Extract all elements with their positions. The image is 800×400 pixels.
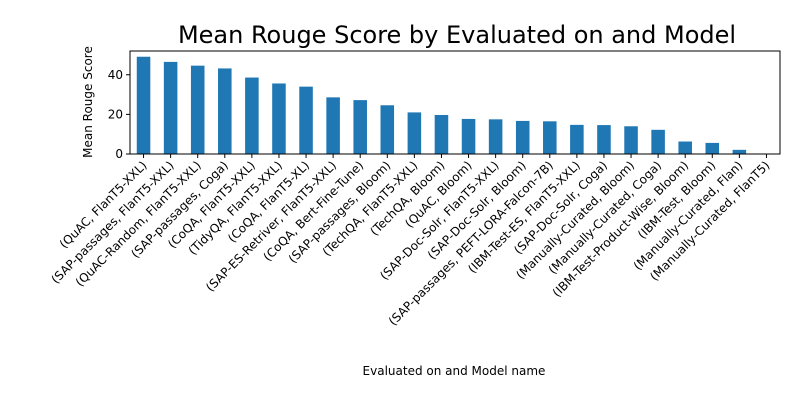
x-axis-label: Evaluated on and Model name bbox=[363, 364, 546, 378]
x-axis: (QuAC, FlanT5-XXL)(SAP-passages, FlanT5-… bbox=[48, 154, 773, 328]
plot-frame bbox=[129, 50, 781, 155]
bar bbox=[245, 77, 259, 154]
bar bbox=[299, 86, 313, 154]
bar bbox=[163, 61, 178, 154]
bar bbox=[597, 125, 611, 154]
y-tick-label: 40 bbox=[108, 68, 123, 82]
bar bbox=[434, 114, 449, 154]
bar bbox=[732, 149, 747, 154]
y-axis-label: Mean Rouge Score bbox=[81, 46, 95, 158]
bar bbox=[543, 121, 557, 154]
y-tick-label: 0 bbox=[115, 147, 123, 161]
bar bbox=[272, 83, 286, 154]
bar bbox=[218, 68, 232, 154]
bar bbox=[190, 65, 205, 154]
bar bbox=[353, 100, 367, 154]
bar bbox=[515, 120, 530, 154]
bar bbox=[461, 118, 476, 154]
bar bbox=[678, 141, 692, 154]
bar bbox=[651, 129, 665, 154]
bar bbox=[705, 142, 720, 154]
bar bbox=[570, 124, 584, 154]
bar bbox=[326, 97, 340, 154]
bar bbox=[136, 56, 151, 154]
bars bbox=[136, 56, 774, 154]
y-axis: 0 20 40 bbox=[108, 68, 130, 161]
bar bbox=[624, 126, 638, 154]
chart-title: Mean Rouge Score by Evaluated on and Mod… bbox=[178, 21, 736, 49]
bar bbox=[380, 105, 395, 154]
y-tick-label: 20 bbox=[108, 107, 123, 121]
bar bbox=[488, 119, 503, 154]
bar bbox=[407, 112, 422, 154]
